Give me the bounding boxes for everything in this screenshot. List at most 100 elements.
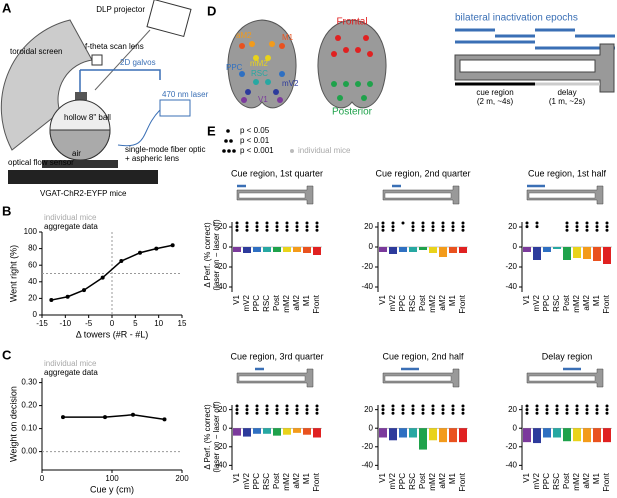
significance-dot — [605, 221, 609, 225]
bar — [253, 428, 261, 434]
significance-dot — [235, 404, 239, 408]
significance-dot — [595, 404, 599, 408]
epochs-title: bilateral inactivation epochs — [455, 13, 578, 24]
significance-dot — [441, 228, 445, 232]
legend-dot — [224, 139, 228, 143]
area-label: mV2 — [282, 79, 299, 88]
label: air — [72, 149, 81, 158]
x-tick-label: V1 — [232, 294, 241, 304]
significance-dot — [451, 221, 455, 225]
x-tick-label: -5 — [85, 319, 93, 328]
area-label: V1 — [258, 95, 268, 104]
bar — [283, 247, 291, 252]
legend-dot — [290, 149, 294, 153]
x-tick-label: 15 — [178, 319, 187, 328]
bar — [563, 247, 571, 260]
site — [335, 35, 341, 41]
significance-dot — [411, 221, 415, 225]
y-tick-label: -20 — [361, 442, 373, 451]
site — [239, 43, 245, 49]
bar — [593, 247, 601, 261]
bar — [293, 247, 301, 252]
brain — [317, 19, 387, 109]
bar — [593, 428, 601, 443]
significance-dot — [421, 221, 425, 225]
maze-track — [459, 59, 596, 73]
significance-dot — [305, 225, 309, 229]
significance-dot — [295, 404, 299, 408]
area-label: aM2 — [236, 31, 252, 40]
significance-dot — [411, 411, 415, 415]
x-tick-label: mV2 — [532, 294, 541, 311]
label: single-mode fiber optic — [125, 145, 205, 154]
lens — [91, 54, 103, 66]
site — [343, 81, 349, 87]
x-tick-label: aM2 — [292, 294, 301, 310]
x-tick-label: PPC — [398, 473, 407, 490]
significance-dot — [275, 228, 279, 232]
y-tick-label: 20 — [364, 222, 373, 231]
bar — [553, 428, 561, 438]
significance-dot — [605, 411, 609, 415]
chart-title: Cue region, 1st half — [528, 168, 607, 178]
bar — [543, 428, 551, 438]
bar — [273, 428, 281, 436]
significance-dot — [295, 411, 299, 415]
legend-dot — [229, 139, 233, 143]
x-tick-label: Front — [458, 472, 467, 491]
chart-title: Cue region, 3rd quarter — [230, 351, 323, 361]
y-tick-label: -20 — [215, 262, 227, 271]
label: hollow 8" ball — [64, 113, 111, 122]
data-line — [51, 244, 173, 301]
bar — [303, 428, 311, 435]
x-tick-label: Post — [562, 472, 571, 489]
group-label: Posterior — [332, 107, 373, 118]
x-tick-label: Post — [272, 294, 281, 311]
x-tick-label: Front — [312, 294, 321, 313]
area-label: RSC — [251, 69, 268, 78]
y-axis-label: (laser on − laser off) — [212, 219, 221, 291]
bar — [293, 428, 301, 433]
significance-dot — [535, 225, 539, 229]
significance-dot — [441, 221, 445, 225]
bar — [573, 247, 581, 258]
y-tick-label: 20 — [218, 222, 227, 231]
bar — [379, 428, 387, 438]
x-tick-label: -15 — [36, 319, 48, 328]
significance-dot — [451, 228, 455, 232]
x-tick-label: M1 — [448, 472, 457, 484]
significance-dot — [265, 221, 269, 225]
x-tick-label: V1 — [522, 294, 531, 304]
x-tick-label: PPC — [252, 295, 261, 312]
significance-dot — [431, 225, 435, 229]
y-axis-label: Weight on decision — [8, 386, 18, 462]
bar — [409, 247, 417, 252]
bar — [379, 247, 387, 252]
background-label: individual mice — [44, 359, 97, 368]
y-tick-label: 40 — [28, 277, 37, 286]
site — [337, 95, 343, 101]
significance-dot — [381, 221, 385, 225]
label: (1 m, ~2s) — [549, 97, 586, 106]
significance-dot — [565, 225, 569, 229]
bar — [543, 247, 551, 252]
legend-label: p < 0.05 — [240, 126, 270, 135]
bar — [583, 428, 591, 443]
site — [355, 47, 361, 53]
significance-dot — [595, 411, 599, 415]
significance-dot — [315, 228, 319, 232]
x-axis-label: Δ towers (#R - #L) — [76, 329, 149, 339]
significance-dot — [595, 225, 599, 229]
site — [279, 71, 285, 77]
significance-dot — [245, 408, 249, 412]
site — [355, 81, 361, 87]
significance-dot — [595, 408, 599, 412]
significance-dot — [391, 228, 395, 232]
significance-dot — [305, 404, 309, 408]
bar — [409, 428, 417, 438]
significance-dot — [391, 411, 395, 415]
significance-dot — [461, 411, 465, 415]
y-tick-label: 80 — [28, 244, 37, 253]
y-tick-label: 20 — [364, 405, 373, 414]
y-tick-label: 0 — [223, 423, 228, 432]
